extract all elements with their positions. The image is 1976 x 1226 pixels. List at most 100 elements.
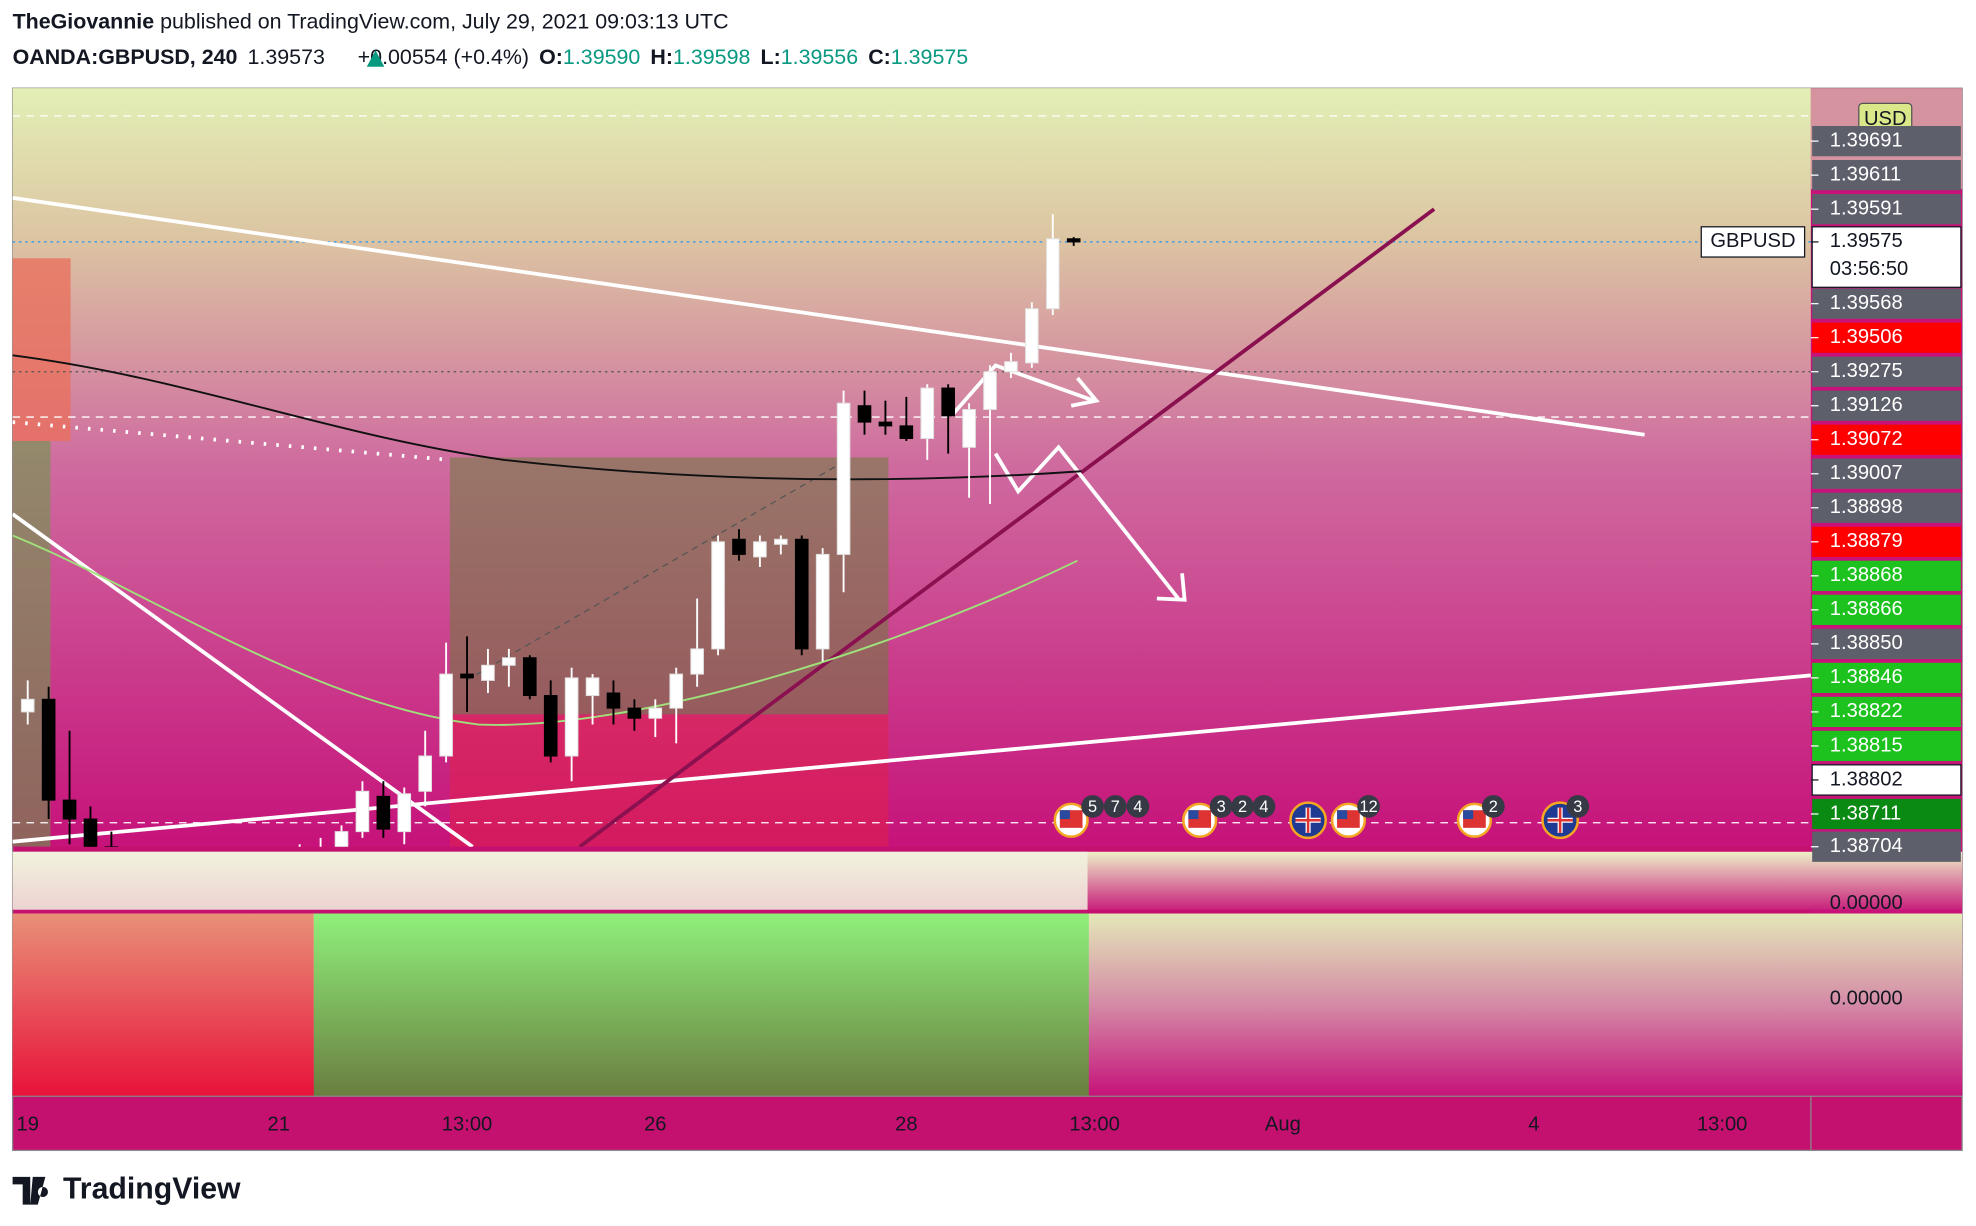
ohlc-value: 1.39575 xyxy=(891,45,968,69)
price-label: 1.38815 xyxy=(1830,734,1903,756)
bear-zone xyxy=(12,913,314,1097)
x-tick-label: 13:00 xyxy=(1697,1114,1747,1136)
candle-body xyxy=(836,402,851,555)
candle-body xyxy=(1025,308,1039,364)
event-count: 4 xyxy=(1133,798,1142,816)
price-label: 1.39007 xyxy=(1830,462,1903,484)
candle-body xyxy=(564,677,579,757)
candle-body xyxy=(439,673,453,757)
candle-body xyxy=(481,664,495,681)
candle-body xyxy=(857,405,872,423)
event-flag-canton xyxy=(1463,810,1474,820)
event-count-bg xyxy=(1566,795,1590,818)
event-count-bg xyxy=(1103,795,1127,818)
price-label: 1.38850 xyxy=(1830,632,1903,654)
up-arrow xyxy=(366,50,385,67)
bull-zone xyxy=(313,913,1089,1097)
event-count: 4 xyxy=(1259,798,1268,816)
price-label: 1.38822 xyxy=(1830,700,1903,722)
ohlc-key: C: xyxy=(868,45,891,69)
candle-body xyxy=(41,698,56,801)
candle-body xyxy=(794,538,809,650)
price-label: 1.38868 xyxy=(1830,564,1903,586)
price-label-bg xyxy=(1812,594,1961,625)
candle-body xyxy=(732,538,746,555)
symbol-tag: GBPUSD xyxy=(1710,230,1795,252)
countdown: 03:56:50 xyxy=(1830,258,1908,280)
candle-body xyxy=(753,541,767,558)
event-count: 3 xyxy=(1217,798,1226,816)
price-label-bg xyxy=(1812,628,1961,659)
price-label-bg xyxy=(1812,126,1961,157)
price-label-bg xyxy=(1812,424,1961,455)
currency-label: USD xyxy=(1864,108,1907,130)
price-label: 1.38879 xyxy=(1830,530,1903,552)
candle-body xyxy=(690,648,704,675)
price-label-bg xyxy=(1812,356,1961,387)
zone-box xyxy=(12,258,71,442)
price-label-bg xyxy=(1812,730,1961,762)
event-count-bg xyxy=(1231,795,1254,818)
event-flag-canton xyxy=(1059,810,1070,820)
candle-body xyxy=(83,818,98,847)
candle-body xyxy=(962,409,976,448)
price-label-bg xyxy=(1812,390,1961,421)
candle-body xyxy=(941,387,955,417)
x-tick-label: 4 xyxy=(1528,1114,1539,1136)
indicator-label: 0.00000 xyxy=(1830,988,1903,1010)
price-label: 1.39611 xyxy=(1830,163,1901,185)
price-label-bg xyxy=(1812,560,1961,591)
ohlc-value: 1.39590 xyxy=(563,45,640,69)
price-label-bg xyxy=(1812,526,1961,557)
logo-mark xyxy=(12,1176,48,1205)
candle-body xyxy=(899,425,914,439)
event-count: 2 xyxy=(1489,798,1498,816)
arrow xyxy=(950,363,1100,418)
candle-body xyxy=(606,692,621,709)
candle-body xyxy=(585,677,600,697)
candle-body xyxy=(815,553,830,650)
event-flag-cross xyxy=(1295,807,1321,833)
price-label: 1.39072 xyxy=(1830,428,1903,450)
price-label-bg xyxy=(1812,831,1961,862)
candle-body xyxy=(878,421,893,427)
trendline xyxy=(12,195,1645,437)
price-label: 1.38802 xyxy=(1830,768,1903,790)
candle-body xyxy=(397,793,412,833)
ohlc-value: 1.39556 xyxy=(781,45,858,69)
event-flag-canton xyxy=(1337,810,1348,820)
candle-body xyxy=(669,673,684,709)
event-count-bg xyxy=(1209,795,1233,818)
ohlc-key: L: xyxy=(760,45,780,69)
price-label: 1.39275 xyxy=(1830,360,1903,382)
event-count-bg xyxy=(1081,795,1104,818)
price-label: 1.38846 xyxy=(1830,666,1903,688)
x-tick-label: 13:00 xyxy=(1069,1114,1119,1136)
trendline xyxy=(578,207,1436,847)
arrow xyxy=(993,444,1187,602)
price-label-bg xyxy=(1811,764,1962,796)
price-label: 1.39126 xyxy=(1830,394,1903,416)
candle-body xyxy=(1066,238,1081,243)
event-count: 7 xyxy=(1111,798,1120,816)
ohlc-value: 1.39598 xyxy=(673,45,750,69)
publish-line: TheGiovannie published on TradingView.co… xyxy=(13,9,729,33)
candle-body xyxy=(774,538,788,545)
price-label: 1.38711 xyxy=(1830,802,1901,824)
candle-body xyxy=(20,698,35,713)
candle-body xyxy=(711,541,725,650)
moving-average-line xyxy=(12,534,1078,726)
candle-body xyxy=(460,673,474,679)
candle-body xyxy=(543,695,558,757)
price-label-bg xyxy=(1812,696,1961,728)
candle-body xyxy=(920,387,935,439)
indicator-label: 0.00000 xyxy=(1830,892,1903,914)
price-label: 1.38898 xyxy=(1830,496,1903,518)
event-count: 12 xyxy=(1359,798,1377,816)
ohlc-key: H: xyxy=(650,45,673,69)
event-count-bg xyxy=(1252,795,1276,818)
event-count: 5 xyxy=(1088,798,1097,816)
price-label-bg xyxy=(1812,288,1961,319)
event-flag-canton xyxy=(1188,810,1199,820)
x-tick-label: 19 xyxy=(17,1114,39,1136)
